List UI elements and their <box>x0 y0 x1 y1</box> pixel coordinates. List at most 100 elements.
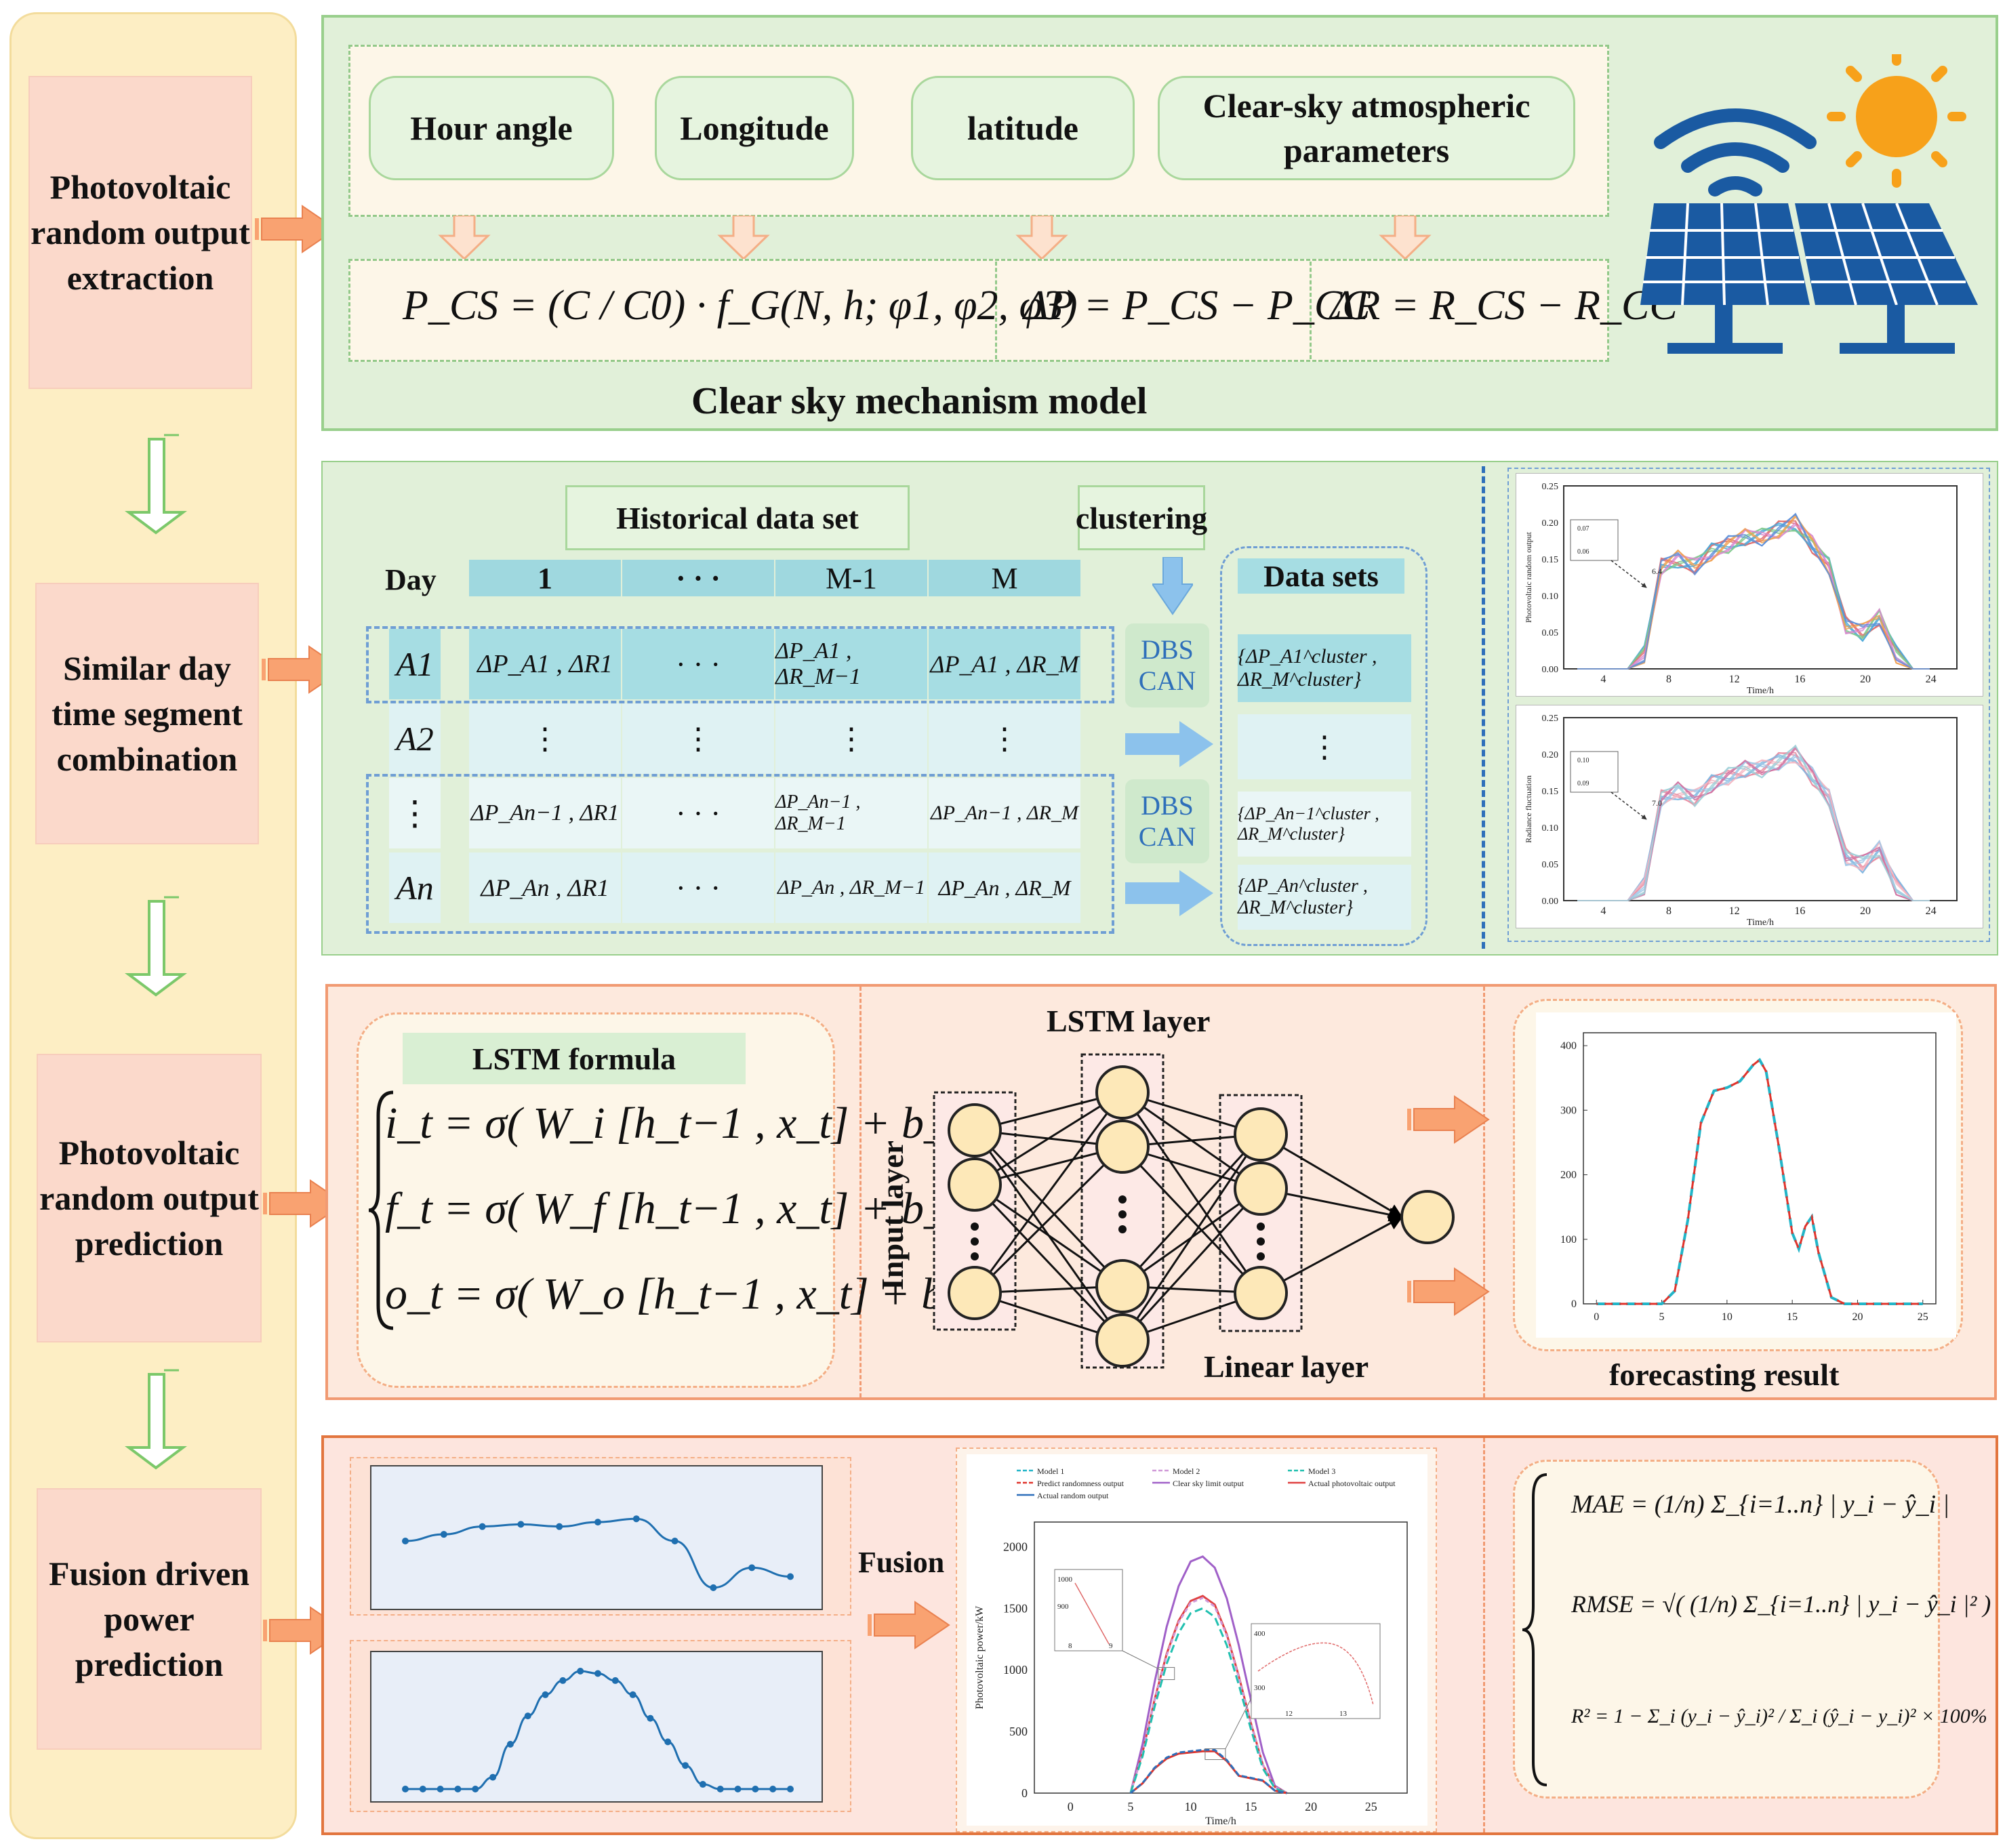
x-tick-label: 15 <box>1787 1311 1798 1323</box>
nn-edge <box>1121 1145 1262 1294</box>
nn-edge <box>1121 1133 1262 1288</box>
zoom-region-1 <box>1158 1667 1175 1681</box>
formula-pcs: P_CS = (C / C0) · f_G(N, h; φ1, φ2, φ3) <box>403 283 1078 329</box>
y-tick-label: 0 <box>1021 1786 1028 1800</box>
x-tick-label: 24 <box>1926 674 1937 685</box>
column-header-1: 1 <box>469 560 621 596</box>
r2-formula: R² = 1 − Σ_i (y_i − ŷ_i)² / Σ_i (ŷ_i − y… <box>1571 1705 1987 1727</box>
column-header-m-1: M-1 <box>775 560 927 596</box>
cell-a2-1: ⋮ <box>469 703 621 774</box>
zoom-pointer <box>1611 792 1647 820</box>
y-tick-label: 300 <box>1560 1105 1577 1116</box>
zoom-inset-1 <box>1054 1569 1123 1651</box>
small-chart-2-point <box>524 1712 531 1720</box>
down-arrow-2 <box>125 900 187 997</box>
y-tick-label: 500 <box>1009 1725 1028 1738</box>
y-tick-label: 2000 <box>1003 1540 1028 1553</box>
inset-tick: 400 <box>1254 1630 1265 1638</box>
param-down-arrows <box>438 215 1432 261</box>
radiance-fluctuation-chart: 0.00 0.05 0.10 0.15 0.20 0.25 4 8 12 16 20 24 Time/h… <box>1516 705 1983 928</box>
cluster-curve <box>1577 745 1930 901</box>
nn-node <box>1095 1313 1150 1368</box>
clear-sky-model-title: Clear sky mechanism model <box>691 380 1148 422</box>
cell-an-m: ΔP_An , ΔR_M <box>929 853 1080 923</box>
series-predicted <box>1596 1058 1923 1305</box>
small-chart-1-point <box>710 1584 717 1591</box>
cluster-curve <box>1577 744 1930 901</box>
inset-tick: 9 <box>1109 1642 1113 1650</box>
cluster-group-1 <box>366 626 1114 703</box>
small-chart-2-point <box>542 1691 549 1698</box>
small-chart-1-point <box>556 1523 563 1530</box>
zoom-pointer <box>1611 560 1647 588</box>
y-axis-label: Photovoltaic random output <box>1524 531 1533 623</box>
cluster-charts-frame <box>1507 468 1990 942</box>
y-tick-label: 0.20 <box>1542 750 1559 760</box>
x-tick-label: 4 <box>1600 905 1606 917</box>
inset-tick: 0.06 <box>1577 548 1589 556</box>
cluster-set-n-1: {ΔP_An−1^cluster , ΔR_M^cluster} <box>1238 792 1411 857</box>
small-chart-2 <box>370 1651 823 1803</box>
x-tick-label: 20 <box>1852 1311 1863 1323</box>
x-tick-label: 8 <box>1666 905 1672 917</box>
historical-data-set-label: Historical data set <box>565 485 910 550</box>
cluster-curve <box>1577 512 1930 670</box>
cell-an-m-1: ΔP_An , ΔR_M−1 <box>775 853 927 923</box>
small-chart-1 <box>370 1465 823 1610</box>
cell-an-1-m: ΔP_An−1 , ΔR_M <box>929 778 1080 848</box>
small-chart-2-point <box>437 1786 444 1792</box>
y-tick-label: 0.05 <box>1542 860 1559 870</box>
x-axis-label: Time/h <box>1747 918 1774 928</box>
y-tick-label: 1500 <box>1003 1601 1028 1615</box>
data-sets-box <box>1220 546 1427 946</box>
result-arrow-1 <box>1407 1095 1490 1144</box>
inset-tick: 900 <box>1057 1603 1069 1611</box>
nn-edge <box>1121 1092 1262 1294</box>
stage-fusion-label: Fusion driven power prediction <box>49 1554 249 1683</box>
y-axis-label: Photovoltaic power/kW <box>974 1605 986 1709</box>
legend-label: Actual random output <box>1037 1491 1109 1500</box>
x-tick-label: 5 <box>1127 1800 1133 1813</box>
cell-an-ellipsis: · · · <box>622 853 774 923</box>
zoom-inset <box>1570 751 1619 793</box>
nn-node <box>948 1266 1002 1320</box>
equation-forget-gate: f_t = σ( W_f [h_t−1 , x_t] + b_f ) <box>385 1184 985 1233</box>
small-chart-1-point <box>517 1521 525 1528</box>
legend-label: Predict randomness output <box>1037 1479 1125 1488</box>
dbscan-arrow-2 <box>1125 870 1213 916</box>
small-chart-1-point <box>440 1531 447 1538</box>
small-chart-2-line <box>405 1670 790 1790</box>
fusion-arrow <box>868 1601 950 1649</box>
dbscan-arrow-1 <box>1125 721 1213 767</box>
clustering-down-arrow <box>1152 557 1193 615</box>
cluster-set-ellipsis: ⋮ <box>1238 714 1411 779</box>
model-1-line <box>1129 1748 1287 1794</box>
similar-day-divider <box>1482 466 1485 949</box>
mae-formula: MAE = (1/n) Σ_{i=1..n} | y_i − ŷ_i | <box>1571 1490 1950 1519</box>
nn-edge <box>973 1129 1124 1288</box>
nn-edge <box>1121 1134 1262 1341</box>
forecast-chart: 0 100 200 300 400 0 5 10 15 20 25 <box>1536 1012 1956 1338</box>
small-chart-2-point <box>769 1786 777 1792</box>
cluster-set-n: {ΔP_An^cluster , ΔR_M^cluster} <box>1238 865 1411 930</box>
random-output-chart: 0.00 0.05 0.10 0.15 0.20 0.25 4 8 12 16 20 24 Time/h… <box>1516 473 1983 697</box>
inset-tick: 300 <box>1254 1684 1265 1692</box>
prediction-divider-1 <box>859 987 862 1397</box>
nn-node <box>1234 1162 1288 1216</box>
y-tick-label: 0.00 <box>1542 897 1559 907</box>
lstm-layer-label: LSTM layer <box>1047 1004 1211 1038</box>
small-chart-2-point <box>472 1786 479 1792</box>
small-chart-2-point <box>647 1714 654 1722</box>
y-tick-label: 0.15 <box>1542 555 1559 565</box>
solar-panel-illustration <box>1640 54 1978 354</box>
plot-area <box>1563 485 1958 670</box>
small-chart-1-point <box>632 1515 640 1523</box>
inset-tick: 0.07 <box>1577 525 1589 533</box>
column-header-m: M <box>929 560 1080 596</box>
nn-edge <box>973 1183 1124 1342</box>
equation-brace <box>368 1090 394 1330</box>
x-tick-label: 16 <box>1794 905 1805 917</box>
x-tick-label: 20 <box>1860 905 1871 917</box>
arrow-to-extraction <box>255 205 338 253</box>
small-chart-2-point <box>489 1773 497 1781</box>
